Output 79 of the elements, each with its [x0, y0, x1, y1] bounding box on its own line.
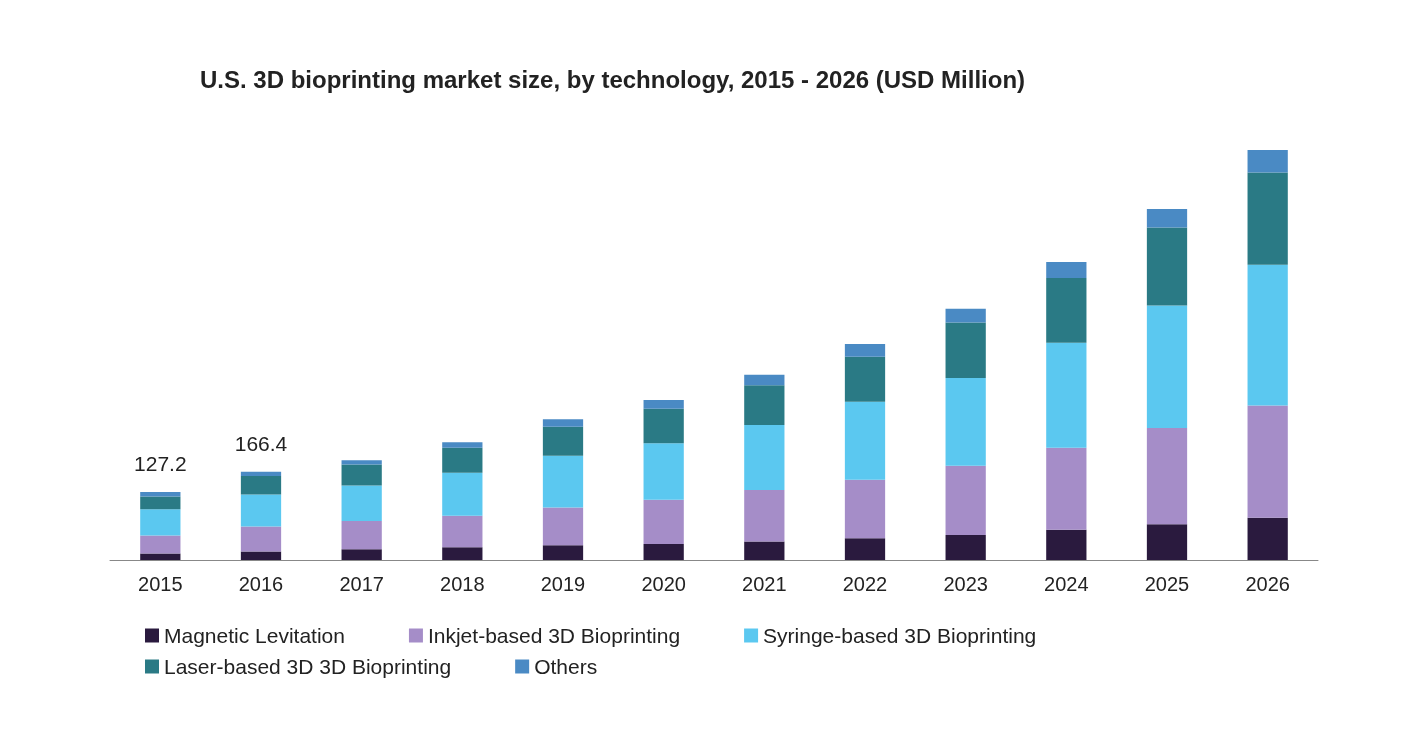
- bar: [1146, 209, 1188, 228]
- bar: [542, 545, 584, 560]
- bar: [844, 343, 886, 357]
- bar: [1046, 342, 1087, 448]
- x-tick-label: 2018: [440, 573, 485, 595]
- legend-label: Magnetic Levitation: [164, 624, 345, 647]
- bar: [240, 494, 282, 527]
- bar: [140, 496, 181, 510]
- x-tick-label: 2022: [842, 573, 888, 595]
- bar: [945, 465, 986, 535]
- bar: [844, 356, 886, 402]
- bar: [1146, 227, 1188, 306]
- bar: [844, 479, 886, 539]
- legend-label: Syringe-based 3D Bioprinting: [763, 624, 1037, 647]
- bar: [1247, 517, 1288, 560]
- x-tick-label: 2016: [238, 573, 284, 595]
- bar: [945, 534, 986, 560]
- bar: [240, 551, 282, 560]
- bar: [1247, 172, 1288, 265]
- bar: [542, 507, 584, 546]
- bar: [542, 426, 584, 456]
- annotation: 127.2: [134, 451, 187, 475]
- bar: [1146, 305, 1188, 428]
- bar: [844, 538, 886, 560]
- annotation: 166.4: [234, 431, 288, 455]
- bar: [1046, 529, 1087, 560]
- bar: [1247, 150, 1288, 173]
- x-tick-label: 2020: [641, 573, 686, 595]
- bar: [945, 322, 986, 378]
- legend-label: Laser-based 3D 3D Bioprinting: [164, 655, 452, 678]
- bar: [140, 553, 181, 560]
- bar: [341, 485, 382, 522]
- legend-label: Others: [534, 655, 598, 678]
- x-tick-label: 2023: [943, 573, 988, 595]
- bar: [1247, 405, 1288, 518]
- bar: [744, 541, 785, 560]
- bar: [643, 499, 684, 545]
- x-tick-label: 2025: [1144, 573, 1190, 595]
- bar: [140, 509, 181, 536]
- bar: [240, 526, 282, 552]
- bar: [240, 471, 282, 476]
- bar: [643, 408, 684, 444]
- bar: [744, 374, 785, 386]
- x-tick-label: 2021: [742, 573, 787, 595]
- bar: [341, 460, 382, 465]
- x-tick-label: 2026: [1245, 573, 1290, 595]
- bar: [744, 385, 785, 426]
- bar: [140, 535, 181, 554]
- x-tick-label: 2019: [540, 573, 586, 595]
- bar: [442, 472, 483, 516]
- bar: [1247, 264, 1288, 406]
- bar: [945, 377, 986, 466]
- bar: [643, 443, 684, 500]
- bar: [643, 544, 684, 560]
- bar: [1046, 447, 1087, 530]
- x-tick-label: 2024: [1044, 573, 1089, 595]
- bar: [1046, 277, 1087, 343]
- bar: [341, 464, 382, 486]
- bar: [1046, 261, 1087, 278]
- bar: [744, 425, 785, 490]
- bar: [844, 401, 886, 480]
- legend-label: Inkjet-based 3D Bioprinting: [427, 624, 681, 647]
- bar: [341, 549, 382, 560]
- bar: [1146, 427, 1188, 525]
- bar: [442, 447, 483, 473]
- x-tick-label: 2017: [339, 573, 384, 595]
- bar: [442, 515, 483, 548]
- bar: [945, 308, 986, 323]
- chart-title: U.S. 3D bioprinting market size, by technology, 2015 - 2026 (USD Million): [200, 65, 1026, 93]
- bar: [341, 521, 382, 550]
- x-tick-label: 2015: [138, 573, 183, 595]
- bar: [442, 442, 483, 448]
- bar: [542, 455, 584, 508]
- bar: [744, 489, 785, 542]
- bar: [542, 419, 584, 427]
- bar: [643, 400, 684, 409]
- bar: [1146, 524, 1188, 560]
- bar: [240, 475, 282, 495]
- bar: [442, 547, 483, 560]
